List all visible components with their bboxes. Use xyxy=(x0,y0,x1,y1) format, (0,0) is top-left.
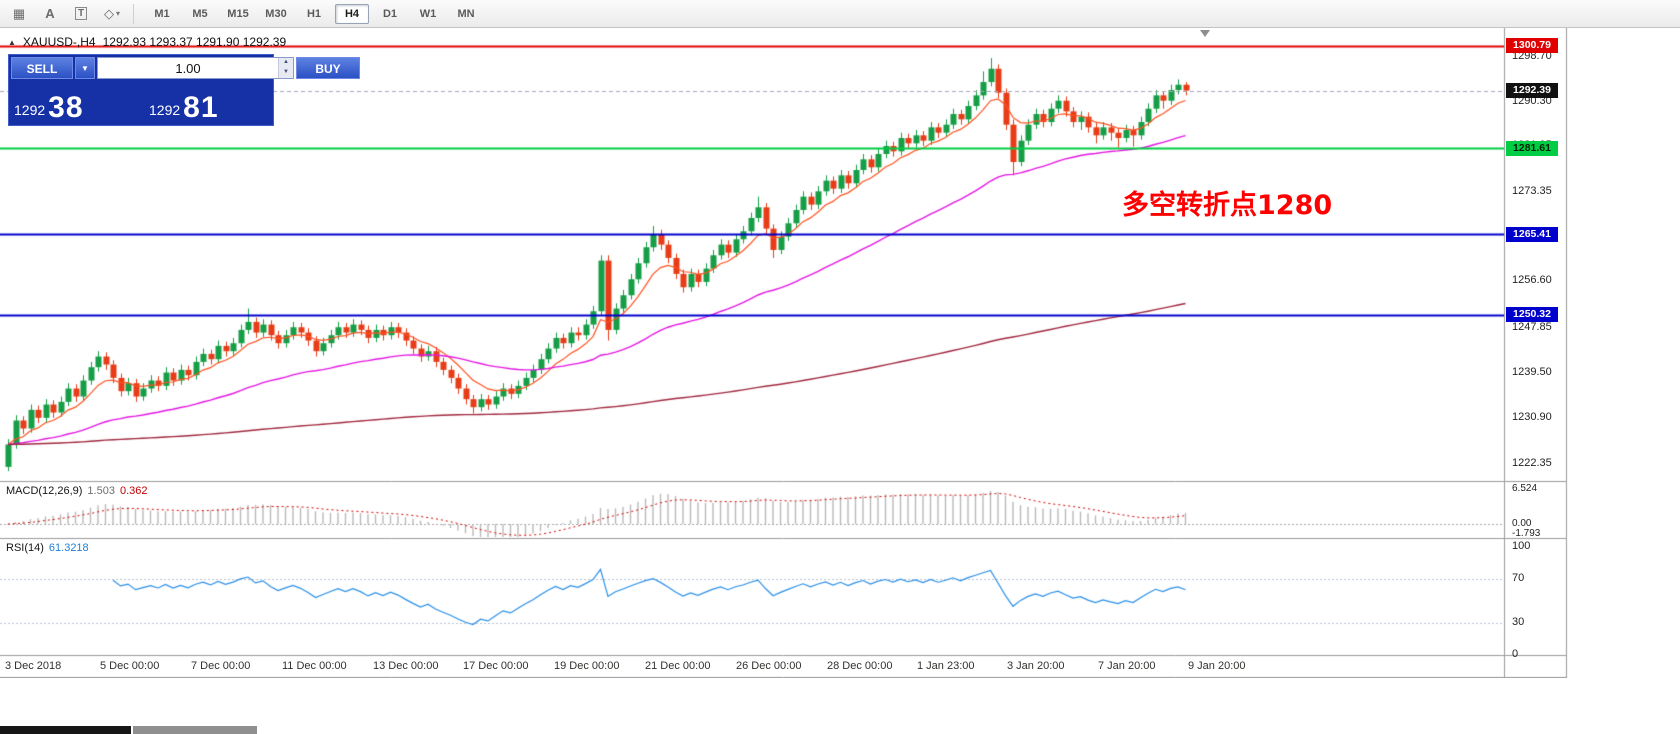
timeframe-button-d1[interactable]: D1 xyxy=(382,7,398,20)
sell-button[interactable]: SELL xyxy=(11,57,73,79)
bottom-strip xyxy=(0,678,1680,734)
timeframe-button-w1[interactable]: W1 xyxy=(419,7,437,20)
volume-step-down[interactable]: ▼ xyxy=(278,68,293,78)
chevron-down-icon: ▾ xyxy=(115,9,120,18)
sell-price-display[interactable]: 1292 38 xyxy=(11,81,136,125)
timeframe-button-h4[interactable]: H4 xyxy=(335,3,369,24)
text-box-tool-icon[interactable]: T xyxy=(69,2,93,26)
order-type-dropdown[interactable]: ▼ xyxy=(75,57,95,79)
chart-area: ▲ XAUUSD-,H4 1292.93 1293.37 1291.90 129… xyxy=(0,28,1680,678)
timeframe-button-m1[interactable]: M1 xyxy=(154,7,170,20)
toolbar-separator xyxy=(133,3,134,24)
timeframe-button-mn[interactable]: MN xyxy=(457,7,475,20)
sell-price-big: 38 xyxy=(48,91,84,124)
taskbar-fragment-right[interactable] xyxy=(133,726,257,734)
sell-price-small: 1292 xyxy=(14,102,46,118)
buy-button[interactable]: BUY xyxy=(296,57,360,79)
text-label-tool-icon[interactable]: A xyxy=(45,6,55,21)
chart-shift-marker-icon[interactable] xyxy=(1200,30,1210,37)
buy-price-small: 1292 xyxy=(149,102,181,118)
buy-price-display[interactable]: 1292 81 xyxy=(146,81,271,125)
one-click-trade-panel: SELL ▼ ▲ ▼ BUY 1292 38 1292 81 xyxy=(8,54,360,126)
shapes-tool-icon[interactable]: ◇ ▾ xyxy=(103,5,120,21)
buy-price-big: 81 xyxy=(183,91,219,124)
timeframe-bar: M1 M5 M15 M30 H1 H4 D1 W1 MN xyxy=(143,3,485,24)
volume-field-wrap: ▲ ▼ xyxy=(97,57,294,79)
timeframe-button-m5[interactable]: M5 xyxy=(192,7,208,20)
chart-canvas[interactable] xyxy=(0,28,1568,678)
timeframe-button-h1[interactable]: H1 xyxy=(306,7,322,20)
timeframe-button-m30[interactable]: M30 xyxy=(265,7,287,20)
volume-stepper: ▲ ▼ xyxy=(278,58,293,78)
volume-input[interactable] xyxy=(98,58,278,78)
volume-step-up[interactable]: ▲ xyxy=(278,58,293,68)
grid-tool-icon[interactable]: ▦ xyxy=(12,5,26,21)
toolbar: ▦ A T ◇ ▾ M1 M5 M15 M30 H1 H4 D1 W1 MN xyxy=(0,0,1680,28)
taskbar-fragment-left[interactable] xyxy=(0,726,131,734)
timeframe-button-m15[interactable]: M15 xyxy=(227,7,249,20)
trade-panel-toggle-icon[interactable]: ▲ xyxy=(8,37,16,47)
